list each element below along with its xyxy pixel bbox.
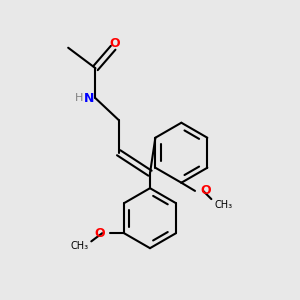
Text: H: H [75,93,83,103]
Text: O: O [109,37,120,50]
Text: CH₃: CH₃ [70,242,88,251]
Text: CH₃: CH₃ [214,200,232,211]
Text: O: O [200,184,211,197]
Text: O: O [94,227,105,240]
Text: N: N [83,92,94,105]
